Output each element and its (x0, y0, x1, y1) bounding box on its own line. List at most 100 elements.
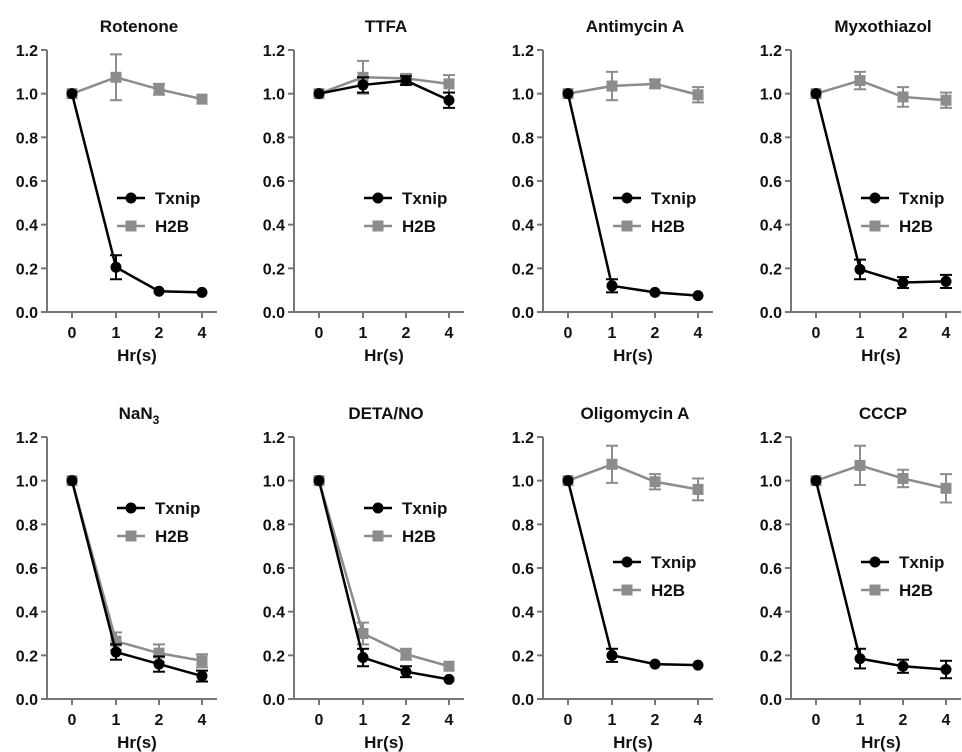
data-point (400, 666, 412, 678)
x-tick-label: 2 (155, 325, 164, 342)
x-tick-label: 2 (651, 712, 660, 729)
legend-marker (621, 584, 633, 596)
series-line (566, 480, 699, 667)
data-point (313, 475, 325, 487)
y-tick-label: 0.8 (16, 517, 38, 534)
legend-label: H2B (155, 217, 189, 236)
legend-entry-h2b: H2B (117, 527, 189, 546)
x-axis-label: Hr(s) (613, 346, 653, 365)
y-tick-label: 0.6 (263, 561, 285, 578)
data-point (606, 649, 618, 661)
x-tick-label: 1 (608, 712, 617, 729)
y-tick-label: 0.4 (263, 605, 285, 622)
legend-label: H2B (651, 217, 685, 236)
series-line (70, 480, 203, 663)
panel-title: NaN3 (119, 404, 160, 427)
x-tick-label: 2 (155, 712, 164, 729)
panel-5: NaN3 0.0 0.2 0.4 0.6 0.8 1.0 1.2 0 1 2 4 Hr(s) Txnip H… (16, 404, 217, 752)
y-tick-label: 0.2 (760, 261, 782, 278)
data-point (606, 280, 618, 292)
legend-marker (125, 192, 137, 204)
panel-4: Myxothiazol 0.0 0.2 0.4 0.6 0.8 1.0 1.2 0 1 2 4 Hr(s… (760, 17, 961, 365)
series-line (318, 79, 450, 102)
legend-entry-h2b: H2B (364, 527, 436, 546)
panel-title: DETA/NO (348, 404, 423, 423)
x-tick-label: 0 (812, 712, 821, 729)
panel-2: TTFA 0.0 0.2 0.4 0.6 0.8 1.0 1.2 0 1 2 4 Hr(s) Txnip H… (263, 17, 464, 365)
y-tick-label: 0.4 (760, 218, 782, 235)
data-point (196, 655, 208, 667)
legend-label: Txnip (899, 189, 944, 208)
y-tick-label: 1.0 (512, 474, 534, 491)
legend-label: H2B (651, 581, 685, 600)
data-point (196, 670, 208, 682)
data-point (940, 275, 952, 287)
legend-label: Txnip (155, 189, 200, 208)
x-tick-label: 2 (899, 712, 908, 729)
panel-title-subscript: 3 (153, 413, 160, 427)
legend-marker (125, 530, 137, 542)
panel-title-text: Antimycin A (586, 17, 685, 36)
legend-entry-txnip: Txnip (613, 553, 696, 572)
series-line (814, 93, 947, 284)
y-tick-label: 0.4 (512, 605, 534, 622)
y-tick-label: 0.8 (760, 130, 782, 147)
data-point (940, 664, 952, 676)
x-tick-label: 0 (315, 712, 324, 729)
data-point (692, 290, 704, 302)
legend-marker (869, 556, 881, 568)
y-tick-label: 0.8 (16, 130, 38, 147)
y-tick-label: 0.8 (263, 517, 285, 534)
data-point (196, 286, 208, 298)
data-point (897, 660, 909, 672)
panel-title-text: CCCP (859, 404, 907, 423)
x-tick-label: 0 (68, 325, 77, 342)
panel-title: Oligomycin A (581, 404, 690, 423)
data-point (153, 647, 165, 659)
x-tick-label: 1 (359, 325, 368, 342)
y-tick-label: 1.2 (16, 430, 38, 447)
data-point (649, 658, 661, 670)
data-point (940, 482, 952, 494)
x-tick-label: 1 (112, 712, 121, 729)
legend-entry-txnip: Txnip (364, 189, 447, 208)
x-axis-label: Hr(s) (613, 733, 653, 752)
panel-title: Antimycin A (586, 17, 685, 36)
legend-entry-h2b: H2B (613, 217, 685, 236)
data-point (443, 94, 455, 106)
data-point (692, 659, 704, 671)
series-txnip (313, 75, 455, 109)
panel-3: Antimycin A 0.0 0.2 0.4 0.6 0.8 1.0 1.2 0 1 2 4 Hr(s… (512, 17, 713, 365)
x-tick-label: 1 (608, 325, 617, 342)
legend-marker (621, 192, 633, 204)
x-tick-label: 4 (694, 712, 703, 729)
data-point (110, 261, 122, 273)
y-tick-label: 1.0 (512, 87, 534, 104)
y-tick-label: 1.2 (263, 43, 285, 60)
x-axis-label: Hr(s) (364, 346, 404, 365)
data-point (400, 648, 412, 660)
y-tick-label: 1.2 (16, 43, 38, 60)
x-tick-label: 4 (445, 712, 454, 729)
x-tick-label: 0 (68, 712, 77, 729)
legend-entry-h2b: H2B (117, 217, 189, 236)
y-tick-label: 0.2 (760, 648, 782, 665)
y-tick-label: 0.2 (16, 648, 38, 665)
legend-marker (372, 502, 384, 514)
legend-label: Txnip (155, 499, 200, 518)
legend-entry-h2b: H2B (364, 217, 436, 236)
series-txnip (810, 88, 952, 289)
y-tick-label: 0.4 (263, 218, 285, 235)
legend-label: Txnip (651, 553, 696, 572)
x-tick-label: 1 (112, 325, 121, 342)
x-tick-label: 4 (942, 712, 951, 729)
legend-entry-txnip: Txnip (117, 499, 200, 518)
y-tick-label: 0.0 (512, 692, 534, 709)
data-point (649, 78, 661, 90)
panel-title-text: Myxothiazol (834, 17, 931, 36)
panel-1: Rotenone 0.0 0.2 0.4 0.6 0.8 1.0 1.2 0 1 2 4 Hr(s) Tx… (16, 17, 217, 365)
data-point (196, 93, 208, 105)
y-tick-label: 0.0 (263, 692, 285, 709)
panel-6: DETA/NO 0.0 0.2 0.4 0.6 0.8 1.0 1.2 0 1 2 4 Hr(s) Txn… (263, 404, 464, 752)
